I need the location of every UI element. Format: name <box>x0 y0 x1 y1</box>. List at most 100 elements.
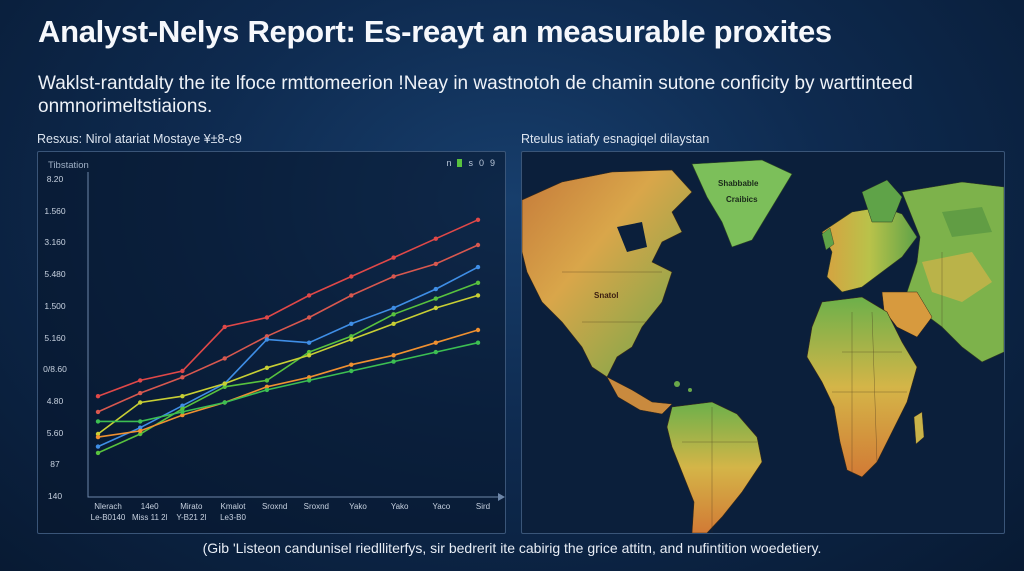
data-point-green <box>264 378 270 383</box>
legend-item-1: s <box>468 158 473 168</box>
data-point-yellow <box>138 400 143 405</box>
data-point-orange <box>433 340 438 345</box>
x-tick-line2: Le3-B0 <box>220 513 246 522</box>
data-point-blue <box>349 321 354 326</box>
map-label-greenland: Shabbable <box>718 179 759 188</box>
data-point-orange <box>264 384 270 389</box>
x-tick-label: 14e0 Miss 11 2l <box>125 501 175 523</box>
data-point-green2 <box>222 400 227 405</box>
data-point-yellow <box>475 293 481 298</box>
map-panel-label: Rteulus iatiafy esnagiqel dilaystan <box>521 132 710 146</box>
data-point-blue <box>264 337 270 342</box>
x-tick-line1: 14e0 <box>140 502 159 511</box>
map-label-north-america: Snatol <box>594 291 618 300</box>
data-point-green2 <box>95 419 101 424</box>
data-point-yellow <box>95 431 101 437</box>
x-tick-label: Yako <box>375 501 425 512</box>
legend-item-2: 0 <box>478 158 484 168</box>
y-tick-label: 8.20 <box>46 174 64 184</box>
data-point-green2 <box>306 378 312 383</box>
central-america-shape <box>606 376 673 415</box>
x-tick-line1: Yako <box>349 502 367 511</box>
x-tick-line1: Sroxnd <box>261 502 288 511</box>
data-point-orange <box>475 327 481 333</box>
x-tick-label: Nlerach Le-B0140 <box>83 501 133 523</box>
data-point-yellow <box>264 365 270 370</box>
data-point-orange <box>180 412 185 418</box>
data-point-green <box>349 334 354 339</box>
data-point-yellow <box>391 321 396 326</box>
series-line-red <box>97 219 479 397</box>
data-point-red <box>475 217 481 222</box>
series-line-green2 <box>98 341 479 423</box>
data-point-red2 <box>264 334 270 339</box>
data-point-green2 <box>349 368 354 374</box>
x-tick-line1: Kmalot <box>220 502 246 511</box>
data-point-blue <box>138 425 143 430</box>
footnote: (Gib 'Listeon candunisel riedlliterfys, … <box>202 540 822 556</box>
x-tick-line2: Y-B21 2l <box>176 513 207 522</box>
x-tick-line1: Yaco <box>432 502 451 511</box>
legend-swatch-icon <box>457 159 463 167</box>
data-point-green2 <box>475 340 481 345</box>
series-line-blue <box>97 266 479 448</box>
legend-item-3: 9 <box>489 158 495 168</box>
world-map-panel: Shabbable Craibics Snatol <box>521 151 1005 534</box>
x-tick-label: Kmalot Le3-B0 <box>208 501 258 523</box>
x-tick-line1: Yako <box>390 502 409 511</box>
x-tick-label: Sroxnd <box>250 501 300 512</box>
data-point-red2 <box>391 274 396 279</box>
data-point-orange <box>391 353 396 358</box>
data-point-red <box>433 236 438 241</box>
data-point-red2 <box>349 293 354 298</box>
data-point-green2 <box>391 359 396 364</box>
data-point-red2 <box>138 390 143 396</box>
data-point-yellow <box>222 381 227 386</box>
page-title: Analyst-Nelys Report: Es-reayt an measur… <box>38 14 832 49</box>
x-tick-line2: Miss 11 2l <box>131 513 168 522</box>
greenland-shape <box>691 159 793 248</box>
data-point-green <box>222 384 227 389</box>
data-point-blue <box>433 286 438 292</box>
data-point-green2 <box>138 419 143 424</box>
data-point-orange <box>138 428 143 434</box>
data-point-yellow <box>433 305 438 311</box>
data-point-green <box>391 312 396 317</box>
data-point-green <box>138 431 143 437</box>
data-point-orange <box>306 375 312 380</box>
series-line-yellow <box>97 294 479 435</box>
data-point-red2 <box>95 409 101 415</box>
data-point-red2 <box>475 242 481 248</box>
data-point-green2 <box>433 349 438 355</box>
south-america-shape <box>666 401 763 533</box>
data-point-yellow <box>180 394 185 399</box>
series-line-green <box>97 282 479 454</box>
chart-title: Tibstation <box>48 160 89 171</box>
y-tick-label: 3.160 <box>44 237 66 248</box>
y-tick-label: 1.500 <box>44 300 66 311</box>
data-point-red <box>138 378 143 383</box>
x-tick-label: Yaco <box>416 501 466 512</box>
data-point-green <box>475 280 481 285</box>
data-point-green <box>433 296 438 301</box>
data-point-red <box>180 368 185 374</box>
chart-axes <box>87 172 498 498</box>
x-tick-label: Sird <box>458 501 508 512</box>
data-point-green2 <box>264 387 270 393</box>
y-tick-label: 1.560 <box>44 205 66 216</box>
north-america-shape <box>522 169 693 378</box>
y-tick-label: 5.480 <box>44 269 66 280</box>
x-tick-label: Mirato Y-B21 2l <box>166 501 216 523</box>
chart-legend: n s 0 9 <box>446 158 495 168</box>
x-tick-line1: Nlerach <box>94 502 122 511</box>
x-axis-arrow-icon <box>498 493 505 501</box>
series-line-orange <box>97 329 479 438</box>
data-point-red2 <box>433 261 438 267</box>
x-tick-line1: Mirato <box>180 502 203 511</box>
data-point-orange <box>95 434 101 440</box>
page-subtitle: Waklst-rantdalty the ite lfoce rmttomeer… <box>38 73 913 117</box>
y-tick-label: 5.160 <box>44 332 66 343</box>
data-point-blue <box>95 444 101 449</box>
europe-shape <box>821 206 918 293</box>
y-tick-label: 87 <box>50 459 60 470</box>
